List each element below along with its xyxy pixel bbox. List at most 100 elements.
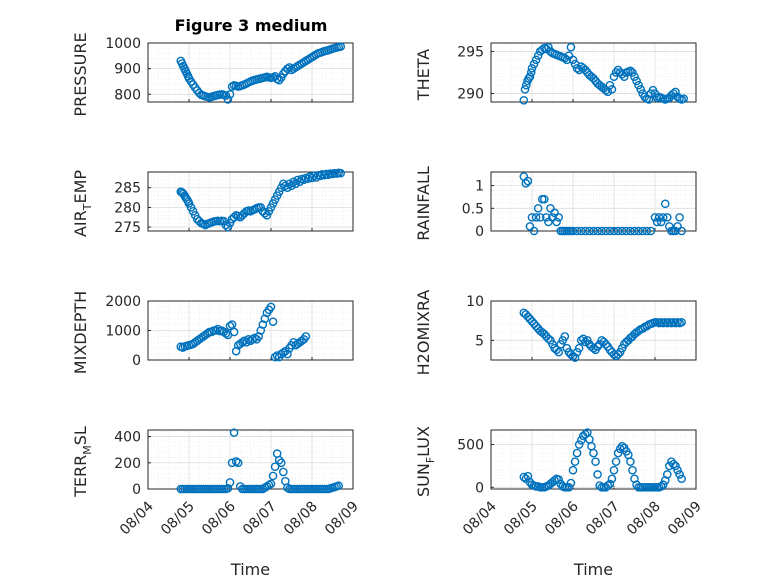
data-point	[544, 42, 553, 52]
data-point	[289, 177, 298, 187]
data-point	[650, 213, 660, 222]
y-tick-label: 5	[475, 333, 484, 349]
subplot-1: 800 900 1000 PRESSURE	[71, 32, 354, 117]
x-tick-label: 08/04	[460, 498, 500, 538]
data-point	[617, 226, 627, 236]
data-point	[626, 226, 635, 236]
data-point	[679, 94, 689, 103]
subplot-7: 0 200 400 TERRMSL 08/04 08/05 08/06 08/07 08/08 0…	[71, 426, 362, 579]
data-point	[293, 175, 302, 185]
subplot-3: 275 280 285 AIRTEMP	[71, 168, 354, 237]
data-point	[656, 482, 666, 491]
x-tick-label: 08/07	[583, 499, 623, 539]
data-point	[673, 465, 682, 475]
data-point	[581, 65, 590, 75]
data-point	[630, 72, 639, 82]
data-point	[652, 217, 662, 227]
y-tick-label: 1000	[105, 36, 141, 52]
y-tick-label: 500	[457, 438, 484, 454]
data-point	[552, 345, 561, 355]
data-point	[221, 329, 231, 338]
data-point	[609, 226, 619, 236]
axes-box	[490, 42, 697, 103]
data-point	[632, 76, 641, 86]
data-point	[581, 429, 590, 439]
data-point	[611, 457, 621, 466]
data-point	[677, 474, 686, 484]
data-point	[535, 213, 545, 222]
x-tick-label: 08/04	[117, 498, 157, 538]
x-axis-label: Time	[573, 560, 613, 579]
y-tick-label: 400	[114, 430, 141, 446]
data-point	[622, 226, 631, 236]
data-point	[605, 80, 615, 90]
data-point	[656, 217, 666, 227]
data-point	[572, 448, 582, 458]
data-point	[675, 213, 684, 222]
data-point	[572, 226, 582, 236]
data-point	[634, 80, 643, 90]
data-point	[665, 461, 674, 471]
data-point	[628, 68, 637, 77]
data-point	[229, 327, 239, 337]
data-point	[554, 213, 563, 222]
x-tick-label: 08/08	[624, 499, 664, 539]
data-point	[593, 470, 602, 479]
data-point	[646, 226, 656, 236]
data-point	[566, 42, 576, 52]
data-point	[593, 226, 602, 236]
data-point	[574, 440, 584, 449]
data-point	[301, 332, 311, 341]
data-point	[581, 226, 590, 236]
data-point	[244, 335, 253, 344]
data-point	[613, 350, 623, 359]
data-point	[626, 66, 635, 76]
y-tick-label: 2000	[105, 294, 141, 310]
data-point	[221, 220, 231, 230]
data-point	[285, 179, 294, 189]
data-point	[601, 339, 611, 349]
data-point	[523, 176, 533, 186]
data-point	[540, 194, 549, 204]
axes-border	[490, 42, 697, 103]
data-point	[274, 75, 284, 85]
data-point	[225, 90, 235, 99]
data-point	[626, 457, 635, 466]
x-tick-label: 08/08	[281, 499, 321, 539]
data-point	[568, 465, 578, 475]
y-tick-label: 1	[475, 179, 484, 195]
y-tick-label: 0	[475, 224, 484, 240]
data-point	[227, 458, 237, 468]
y-tick-label: 295	[457, 44, 484, 60]
data-point	[270, 462, 280, 472]
data-point	[607, 85, 617, 94]
data-point	[554, 475, 563, 484]
data-point	[527, 63, 537, 73]
data-point	[570, 353, 580, 362]
y-tick-label: 0	[475, 480, 484, 496]
x-tick-label: 08/09	[665, 499, 705, 539]
data-point	[562, 55, 572, 65]
data-point	[617, 441, 627, 451]
y-tick-label: 200	[114, 456, 141, 472]
data-point	[638, 226, 648, 236]
data-point	[225, 321, 235, 331]
y-axis-label: MIXDEPTH	[71, 291, 90, 374]
data-point	[229, 428, 239, 437]
data-point	[634, 226, 643, 236]
data-point	[669, 459, 678, 469]
data-point	[336, 168, 346, 178]
data-point	[605, 226, 615, 236]
data-point	[663, 470, 672, 479]
data-point	[283, 483, 292, 492]
data-point	[576, 435, 586, 445]
y-axis-label: RAINFALL	[414, 166, 433, 241]
data-point	[591, 457, 600, 466]
data-point	[589, 448, 598, 458]
data-point	[264, 480, 274, 490]
data-point	[529, 226, 539, 236]
data-point	[677, 226, 686, 236]
data-point	[240, 336, 249, 346]
y-tick-label: 0	[132, 482, 141, 498]
